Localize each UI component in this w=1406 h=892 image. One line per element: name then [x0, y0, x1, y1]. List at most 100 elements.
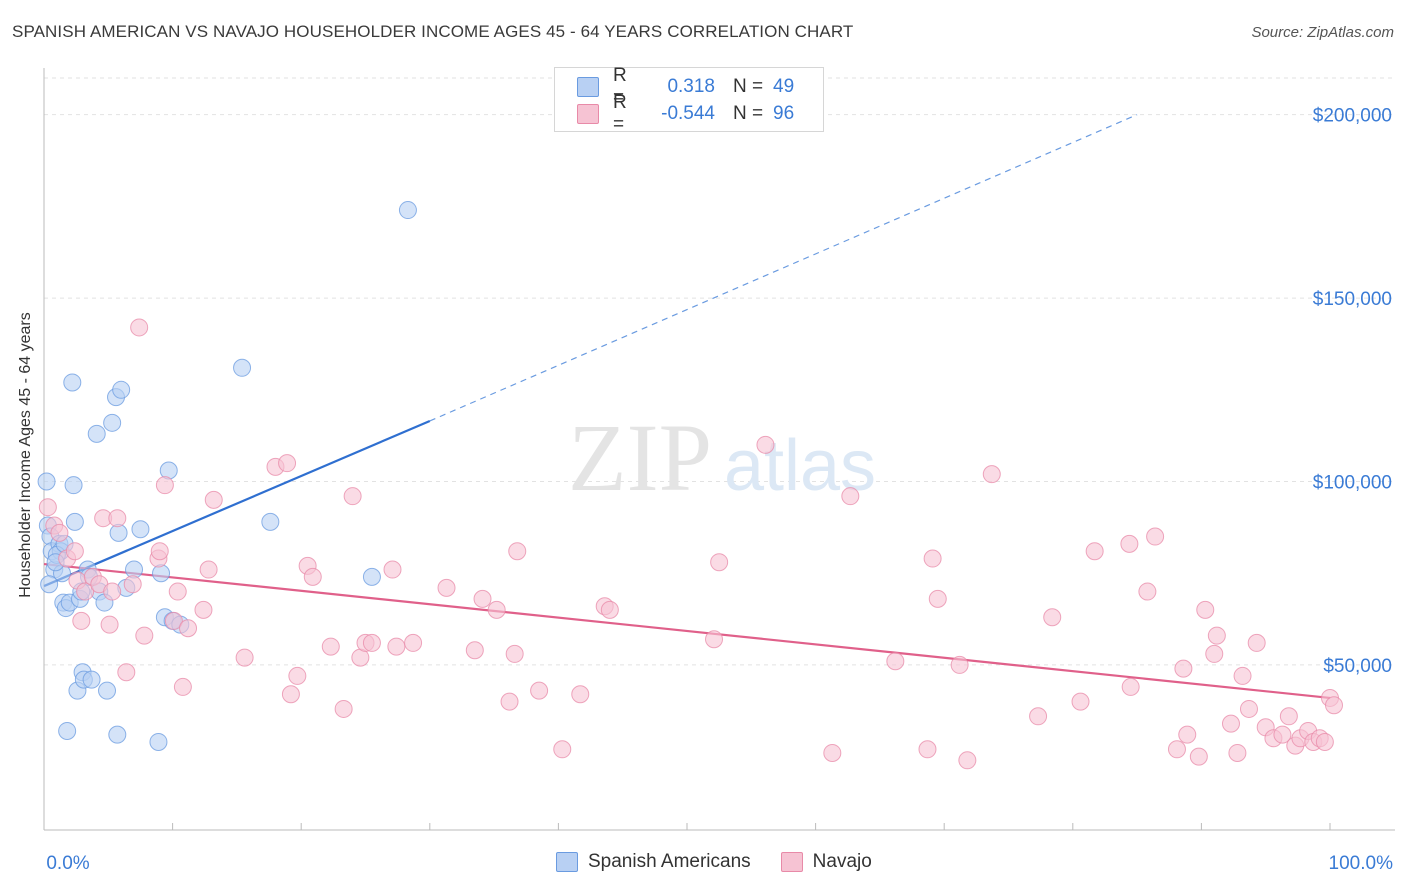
- data-point: [923, 549, 942, 568]
- data-point: [362, 567, 381, 586]
- data-point: [40, 575, 59, 594]
- data-point: [343, 487, 362, 506]
- watermark-zip: ZIP: [568, 404, 712, 511]
- data-point: [72, 611, 91, 630]
- watermark: ZIP atlas: [568, 404, 876, 511]
- data-point: [38, 498, 57, 517]
- data-point: [841, 487, 860, 506]
- data-point: [65, 512, 84, 531]
- data-point: [362, 633, 381, 652]
- data-point: [103, 413, 122, 432]
- y-tick-label: $100,000: [1313, 473, 1392, 494]
- legend-r-label: R =: [613, 92, 627, 135]
- data-point: [321, 637, 340, 656]
- axes: [43, 68, 1395, 831]
- legend-label-navajo: Navajo: [812, 851, 872, 872]
- legend-n-label: N =: [733, 76, 764, 97]
- data-point: [1247, 633, 1266, 652]
- data-point: [1239, 699, 1258, 718]
- chart-title: SPANISH AMERICAN VS NAVAJO HOUSEHOLDER I…: [12, 22, 854, 41]
- data-point: [235, 648, 254, 667]
- data-point: [950, 655, 969, 674]
- data-point: [155, 476, 174, 495]
- legend-r-value: -0.544: [661, 103, 715, 124]
- data-point: [303, 567, 322, 586]
- legend-item-spanish-americans[interactable]: Spanish Americans: [556, 851, 751, 873]
- series-navajo: [38, 318, 1343, 770]
- data-point: [131, 520, 150, 539]
- data-point: [50, 523, 69, 542]
- data-point: [886, 652, 905, 671]
- legend-row-spanish-americans: R = 0.318 N = 49: [577, 65, 795, 108]
- data-point: [98, 681, 117, 700]
- data-point: [288, 666, 307, 685]
- data-point: [82, 670, 101, 689]
- data-point: [1228, 743, 1247, 762]
- legend-label-spanish-americans: Spanish Americans: [588, 851, 751, 872]
- data-point: [1120, 534, 1139, 553]
- data-point: [108, 509, 127, 528]
- data-point: [530, 681, 549, 700]
- data-point: [204, 490, 223, 509]
- data-point: [130, 318, 149, 337]
- data-point: [1196, 600, 1215, 619]
- series-legend: Spanish Americans Navajo: [556, 851, 902, 873]
- data-point: [149, 732, 168, 751]
- data-point: [918, 740, 937, 759]
- data-point: [500, 692, 519, 711]
- data-point: [334, 699, 353, 718]
- data-point: [58, 721, 77, 740]
- data-point: [199, 560, 218, 579]
- data-point: [437, 578, 456, 597]
- legend-swatch-spanish-americans: [577, 77, 599, 97]
- data-point: [1189, 747, 1208, 766]
- y-tick-label: $150,000: [1313, 289, 1392, 310]
- data-point: [123, 575, 142, 594]
- data-point: [103, 582, 122, 601]
- data-point: [37, 472, 56, 491]
- data-point: [1138, 582, 1157, 601]
- legend-swatch-navajo: [780, 852, 803, 872]
- data-point: [1221, 714, 1240, 733]
- y-tick-label: $50,000: [1323, 656, 1392, 677]
- data-point: [112, 380, 131, 399]
- data-point: [383, 560, 402, 579]
- data-point: [473, 589, 492, 608]
- legend-row-navajo: R = -0.544 N = 96: [577, 92, 794, 135]
- data-point: [1205, 644, 1224, 663]
- data-point: [1273, 725, 1292, 744]
- trend-line-spanish-americans: [43, 419, 431, 588]
- data-point: [135, 626, 154, 645]
- tick-labels: $50,000 $100,000 $150,000 $200,000 0.0% 100.0…: [46, 106, 1393, 874]
- data-point: [233, 358, 252, 377]
- data-point: [756, 435, 775, 454]
- data-point: [404, 633, 423, 652]
- legend-n-label: N =: [733, 103, 764, 124]
- legend-item-navajo[interactable]: Navajo: [780, 851, 872, 873]
- legend-swatch-spanish-americans: [556, 852, 578, 872]
- data-point: [261, 512, 280, 531]
- y-tick-label: $200,000: [1313, 106, 1392, 127]
- data-point: [1043, 608, 1062, 627]
- data-point: [150, 542, 169, 561]
- data-point: [168, 582, 187, 601]
- trend-line-navajo: [43, 562, 1331, 700]
- data-point: [1178, 725, 1197, 744]
- source-label: Source: ZipAtlas.com: [1251, 24, 1394, 41]
- data-point: [100, 615, 119, 634]
- series-spanish-americans: [37, 201, 417, 751]
- data-point: [1167, 740, 1186, 759]
- data-point: [194, 600, 213, 619]
- trend-line-extension-spanish-americans: [429, 114, 1138, 422]
- data-point: [710, 553, 729, 572]
- y-axis-label: Householder Income Ages 45 - 64 years: [17, 312, 34, 598]
- data-point: [65, 542, 84, 561]
- legend-n-value: 49: [773, 76, 795, 97]
- data-point: [179, 619, 198, 638]
- data-point: [982, 465, 1001, 484]
- data-point: [87, 424, 106, 443]
- data-point: [1121, 677, 1140, 696]
- data-point: [508, 542, 527, 561]
- data-point: [958, 751, 977, 770]
